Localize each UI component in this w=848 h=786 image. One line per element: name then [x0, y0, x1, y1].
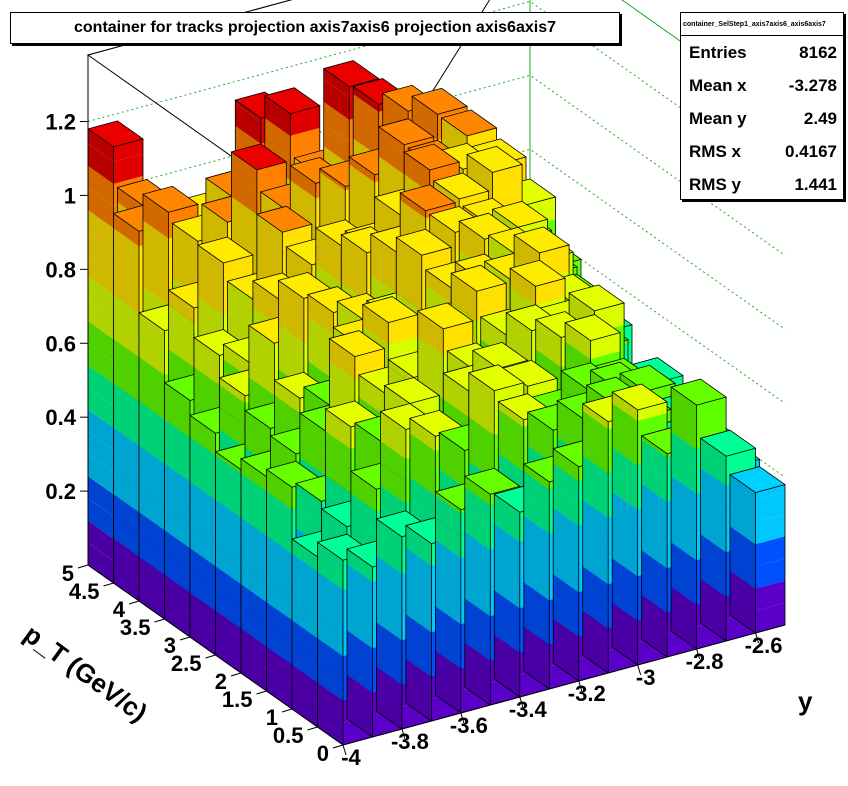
y-tick-label: 3 [164, 633, 176, 658]
x-tick-label: -2.6 [745, 633, 783, 658]
x-tick-label: -2.8 [686, 649, 724, 674]
stats-value: 0.4167 [785, 141, 837, 161]
x-tick [637, 664, 642, 676]
stats-label: Mean y [689, 108, 747, 128]
y-tick-label: 5 [62, 561, 74, 586]
y-tick-label: 4 [113, 597, 126, 622]
stats-header: container_SelStep1_axis7axis6_axis6axis7 [681, 13, 843, 36]
stats-value: 8162 [799, 42, 837, 62]
stats-row-rms-y: RMS y 1.441 [681, 168, 843, 201]
stats-row-rms-x: RMS x 0.4167 [681, 135, 843, 168]
y-tick [77, 564, 89, 569]
grid-line-z [87, 222, 786, 404]
y-tick [307, 726, 318, 731]
x-tick [401, 728, 406, 740]
y-tick-label: 1.5 [222, 687, 253, 712]
x-tick-label: -3.2 [568, 681, 606, 706]
stats-value: 2.49 [803, 108, 837, 128]
x-tick [696, 648, 701, 660]
x-tick-label: -3.8 [391, 729, 429, 754]
x-tick-label: -4 [341, 745, 361, 770]
stats-label: RMS y [689, 174, 741, 194]
x-axis-title: y [798, 686, 813, 716]
y-tick [205, 654, 216, 659]
y-tick-label: 4.5 [69, 579, 100, 604]
y-tick [332, 744, 344, 749]
z-tick-label: 0.8 [45, 257, 76, 282]
x-tick-label: -3 [636, 665, 656, 690]
y-tick [154, 618, 165, 623]
stats-value: -3.278 [788, 75, 837, 95]
y-tick [256, 690, 267, 695]
y-tick-label: 2.5 [171, 651, 202, 676]
y-tick [281, 708, 293, 713]
y-tick-label: 0 [317, 741, 329, 766]
stats-row-mean-x: Mean x -3.278 [681, 69, 843, 102]
stats-row-entries: Entries 8162 [681, 36, 843, 69]
stats-label: Mean x [689, 75, 747, 95]
y-tick [103, 582, 114, 587]
y-tick-label: 1 [266, 705, 278, 730]
y-tick [179, 636, 191, 641]
x-tick [519, 696, 524, 708]
x-tick-label: -3.4 [509, 697, 548, 722]
x-tick [460, 712, 465, 724]
x-tick [755, 632, 760, 644]
title-box: container for tracks projection axis7axi… [10, 12, 620, 44]
stats-label: Entries [689, 42, 747, 62]
stats-box: container_SelStep1_axis7axis6_axis6axis7… [680, 12, 844, 200]
y-tick-label: 2 [215, 669, 227, 694]
stats-value: 1.441 [794, 174, 837, 194]
stats-row-mean-y: Mean y 2.49 [681, 102, 843, 135]
x-axis-line [342, 624, 786, 746]
z-tick-label: 0.6 [45, 331, 76, 356]
y-tick-label: 3.5 [120, 615, 151, 640]
y-tick [230, 672, 242, 677]
chart-title: container for tracks projection axis7axi… [74, 19, 556, 36]
grid-line-z [87, 148, 786, 330]
y-tick [128, 600, 140, 605]
z-tick-label: 1 [64, 183, 76, 208]
x-tick [578, 680, 583, 692]
x-tick-label: -3.6 [450, 713, 488, 738]
y-tick-label: 0.5 [273, 723, 304, 748]
stats-label: RMS x [689, 141, 741, 161]
z-tick-label: 0.2 [45, 479, 76, 504]
x-tick [342, 744, 347, 756]
lego-bar [729, 466, 786, 634]
z-tick-label: 0.4 [45, 405, 76, 430]
z-tick-label: 1.2 [45, 110, 76, 135]
